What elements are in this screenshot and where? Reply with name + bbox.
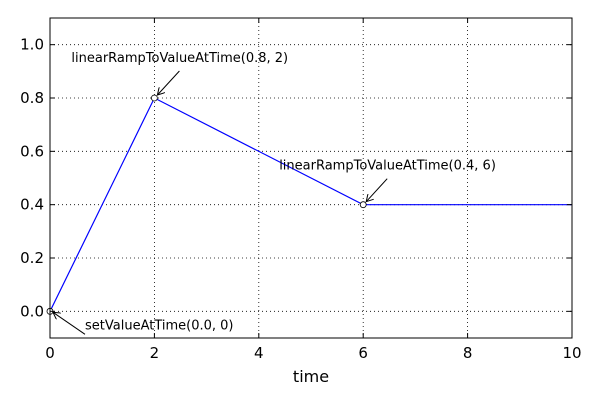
x-tick-label-6: 6 (358, 344, 368, 362)
y-tick-label-1.0: 1.0 (20, 36, 44, 54)
plot-frame (49, 17, 573, 339)
series-line-0 (49, 97, 572, 312)
y-tick-label-0.6: 0.6 (20, 142, 44, 160)
annotation-label-2: linearRampToValueAtTime(0.4, 6) (279, 159, 496, 174)
y-tick-label-0.0: 0.0 (20, 302, 44, 320)
x-tick-label-4: 4 (254, 344, 264, 362)
x-tick-label-0: 0 (45, 344, 55, 362)
x-tick-label-10: 10 (562, 344, 581, 362)
y-tick-label-0.4: 0.4 (20, 196, 44, 214)
annotation-label-0: setValueAtTime(0.0, 0) (85, 318, 234, 333)
annotation-arrow-0 (53, 312, 86, 335)
annotation-label-1: linearRampToValueAtTime(0.8, 2) (71, 51, 288, 66)
data-point-2 (359, 201, 367, 209)
data-point-1 (150, 94, 158, 102)
annotation-arrow-1 (157, 70, 180, 95)
y-axis: 0.0 0.2 0.4 0.6 0.8 1.0 (20, 36, 572, 320)
x-tick-label-8: 8 (463, 344, 473, 362)
x-tick-label-2: 2 (150, 344, 160, 362)
x-axis-label: time (293, 367, 329, 386)
annotation-layer: setValueAtTime(0.0, 0) linearRampToValueA… (53, 51, 496, 335)
y-tick-label-0.8: 0.8 (20, 89, 44, 107)
annotation-arrow-2 (366, 178, 388, 202)
x-axis: 0 2 4 6 8 10 (45, 18, 582, 362)
series-layer (49, 97, 572, 312)
y-tick-label-0.2: 0.2 (20, 249, 44, 267)
